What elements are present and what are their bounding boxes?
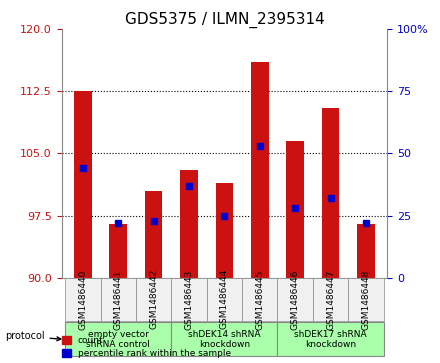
FancyBboxPatch shape bbox=[171, 322, 278, 356]
Bar bbox=[286, 141, 304, 278]
Text: GSM1486445: GSM1486445 bbox=[255, 269, 264, 330]
Text: GSM1486446: GSM1486446 bbox=[291, 269, 300, 330]
Text: protocol: protocol bbox=[5, 331, 61, 342]
FancyBboxPatch shape bbox=[136, 278, 171, 321]
FancyBboxPatch shape bbox=[313, 278, 348, 321]
Text: empty vector
shRNA control: empty vector shRNA control bbox=[86, 330, 150, 349]
Title: GDS5375 / ILMN_2395314: GDS5375 / ILMN_2395314 bbox=[125, 12, 324, 28]
FancyBboxPatch shape bbox=[100, 278, 136, 321]
FancyBboxPatch shape bbox=[65, 322, 171, 356]
Text: GSM1486447: GSM1486447 bbox=[326, 269, 335, 330]
Bar bbox=[216, 183, 233, 278]
Bar bbox=[180, 170, 198, 278]
Bar bbox=[110, 224, 127, 278]
Text: shDEK14 shRNA
knockdown: shDEK14 shRNA knockdown bbox=[188, 330, 260, 349]
Text: GSM1486441: GSM1486441 bbox=[114, 269, 123, 330]
Bar bbox=[357, 224, 375, 278]
FancyBboxPatch shape bbox=[171, 278, 207, 321]
Text: GSM1486443: GSM1486443 bbox=[184, 269, 194, 330]
Legend: count, percentile rank within the sample: count, percentile rank within the sample bbox=[62, 336, 231, 359]
Bar bbox=[74, 91, 92, 278]
Text: GSM1486444: GSM1486444 bbox=[220, 269, 229, 330]
Bar bbox=[145, 191, 162, 278]
Bar bbox=[322, 108, 339, 278]
Bar bbox=[251, 62, 269, 278]
Text: shDEK17 shRNA
knockdown: shDEK17 shRNA knockdown bbox=[294, 330, 367, 349]
FancyBboxPatch shape bbox=[207, 278, 242, 321]
FancyBboxPatch shape bbox=[65, 278, 100, 321]
FancyBboxPatch shape bbox=[278, 278, 313, 321]
Text: GSM1486448: GSM1486448 bbox=[362, 269, 370, 330]
FancyBboxPatch shape bbox=[242, 278, 278, 321]
Text: GSM1486440: GSM1486440 bbox=[78, 269, 87, 330]
Text: GSM1486442: GSM1486442 bbox=[149, 269, 158, 330]
FancyBboxPatch shape bbox=[278, 322, 384, 356]
FancyBboxPatch shape bbox=[348, 278, 384, 321]
